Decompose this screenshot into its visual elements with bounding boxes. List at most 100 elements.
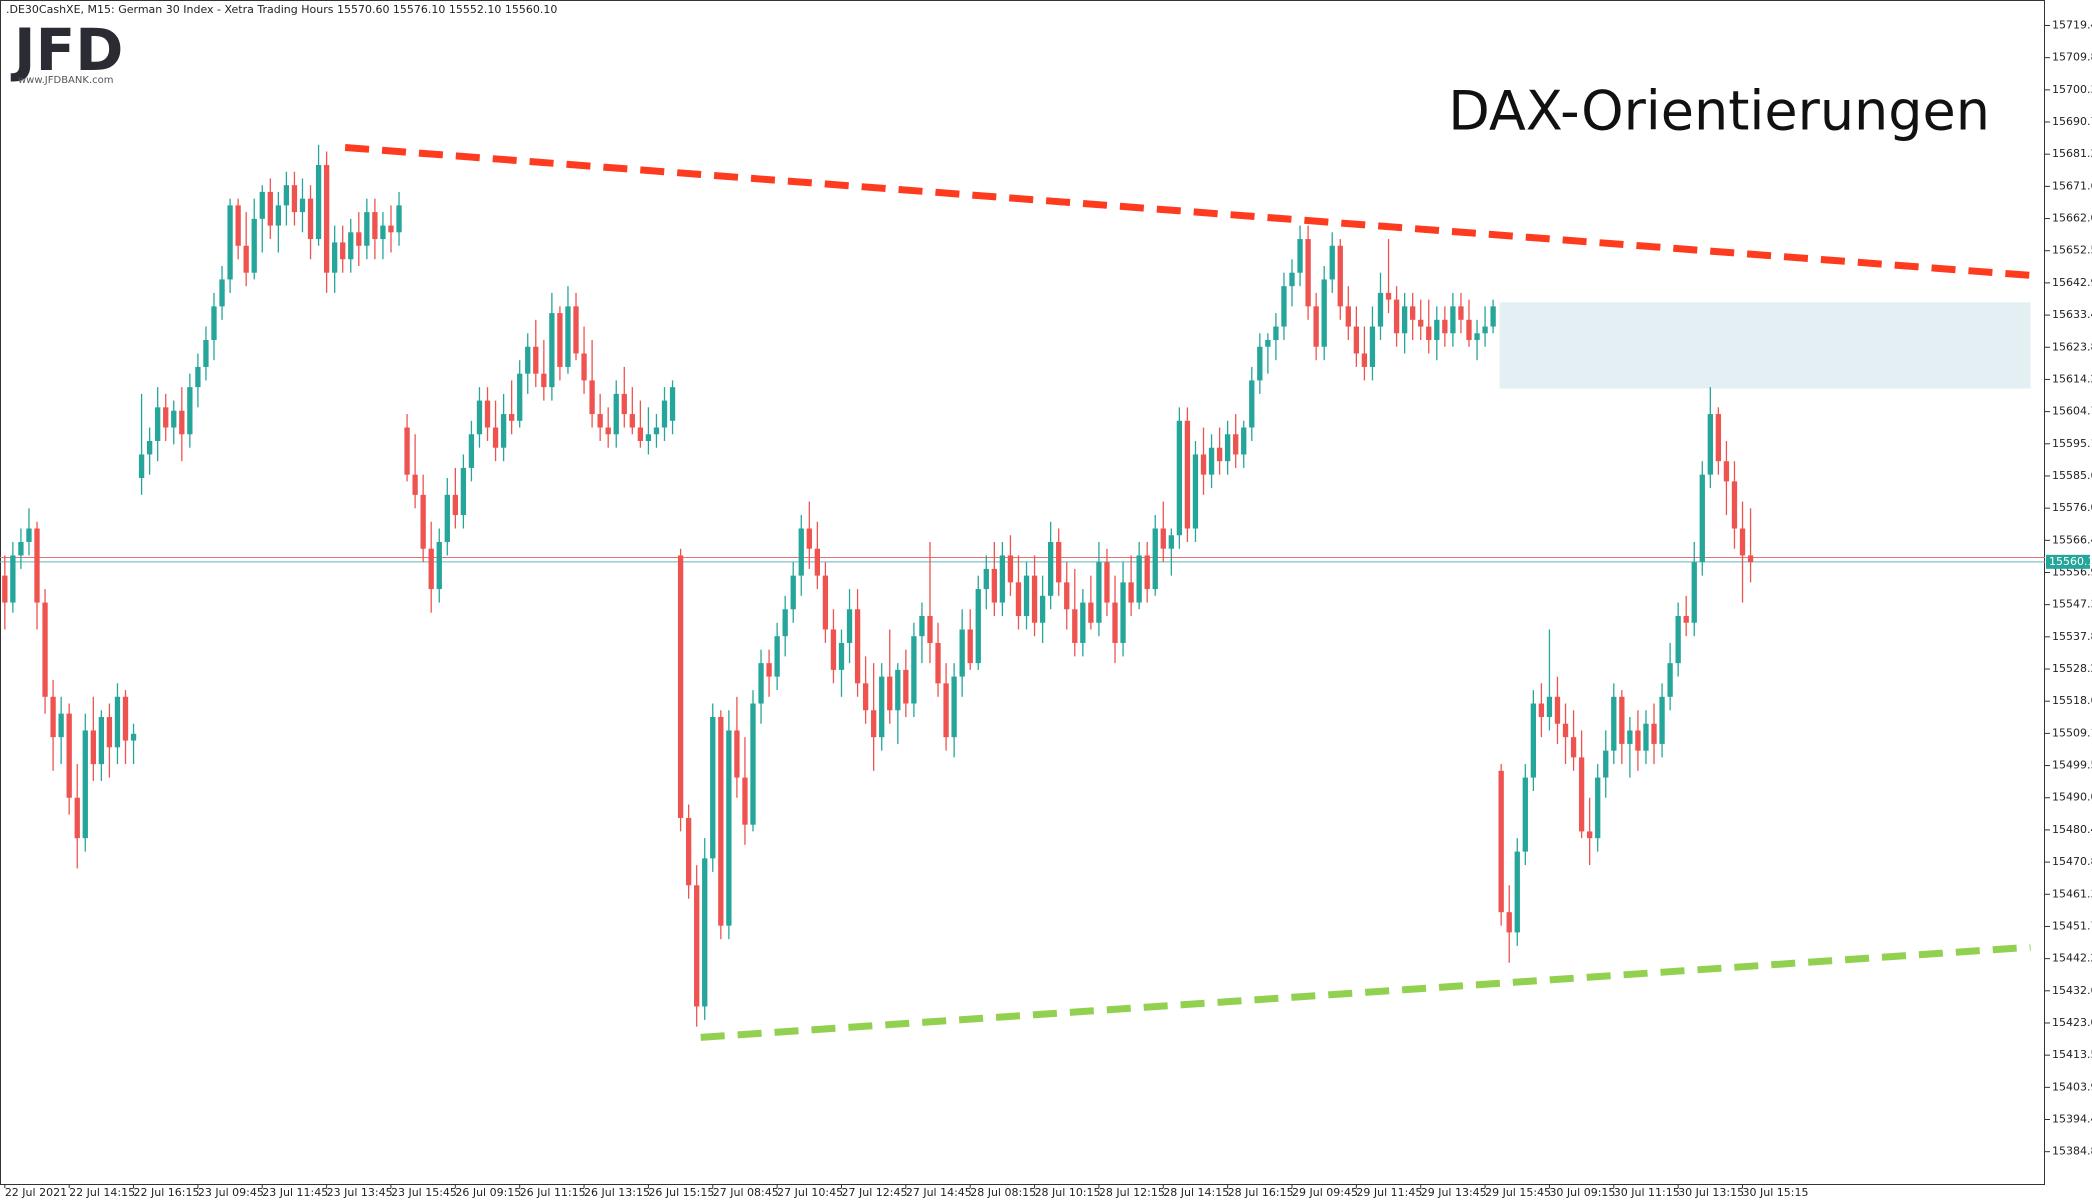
candle-body: [1112, 602, 1118, 643]
candle-body: [1192, 454, 1199, 529]
candle-body: [356, 232, 362, 246]
trendline: [700, 943, 2031, 1041]
candle-body: [806, 528, 812, 549]
candle-body: [1659, 696, 1665, 744]
candle-body: [26, 528, 32, 542]
candle-body: [1611, 696, 1617, 751]
candle-body: [1458, 306, 1464, 320]
candle-body: [484, 400, 491, 428]
candle-body: [10, 555, 16, 603]
zone: [1499, 302, 2031, 389]
y-tick-label: 15423.09: [2052, 1016, 2092, 1029]
candle-body: [1031, 575, 1038, 623]
candle-body: [340, 242, 346, 260]
x-tick-label: 26 Jul 15:15: [648, 1186, 714, 1199]
candle-body: [163, 407, 169, 428]
candle-body: [348, 232, 354, 260]
y-tick-label: 15451.77: [2052, 919, 2092, 932]
candle-body: [1224, 434, 1231, 462]
candle-body: [364, 212, 370, 246]
y-tick-label: 15413.53: [2052, 1048, 2092, 1061]
candle-body: [1699, 474, 1705, 563]
candle-body: [999, 555, 1006, 603]
candle-body: [677, 555, 684, 818]
candle-body: [1072, 609, 1078, 643]
y-tick-label: 15384.85: [2052, 1145, 2092, 1158]
x-tick-label: 29 Jul 11:45: [1356, 1186, 1422, 1199]
candle-body: [1715, 414, 1722, 462]
x-tick-label: 23 Jul 11:45: [262, 1186, 328, 1199]
candle-body: [275, 205, 282, 226]
candle-body: [1731, 481, 1738, 529]
x-tick-label: 29 Jul 09:45: [1292, 1186, 1358, 1199]
x-tick-label: 29 Jul 15:45: [1485, 1186, 1551, 1199]
candle-body: [645, 434, 652, 441]
candle-body: [1289, 272, 1295, 287]
candle-body: [734, 730, 740, 778]
candle-body: [1393, 299, 1400, 334]
y-tick-label: 15432.65: [2052, 984, 2092, 997]
candle-body: [42, 602, 48, 697]
candle-body: [444, 494, 450, 542]
y-tick-label: 15547.37: [2052, 598, 2092, 611]
candle-body: [621, 393, 627, 415]
y-tick-label: 15623.85: [2052, 340, 2092, 353]
candle-body: [919, 616, 925, 637]
candle-body: [1570, 737, 1577, 758]
trendline: [344, 144, 2031, 279]
candle-body: [259, 191, 265, 219]
candle-body: [299, 198, 306, 213]
x-tick-label: 27 Jul 12:45: [841, 1186, 907, 1199]
candle-body: [975, 589, 981, 664]
candle-body: [1152, 528, 1158, 590]
candle-body: [742, 777, 748, 825]
candle-body: [1538, 703, 1545, 717]
candle-body: [1482, 326, 1488, 334]
candle-body: [790, 575, 796, 610]
candle-body: [1369, 326, 1376, 367]
y-tick-label: 15403.97: [2052, 1080, 2092, 1093]
candle-body: [98, 716, 105, 765]
candle-body: [830, 629, 837, 670]
candle-body: [991, 568, 997, 603]
candle-body: [573, 306, 579, 354]
y-tick-label: 15528.25: [2052, 662, 2092, 675]
candle-body: [1554, 696, 1561, 724]
candle-body: [1160, 528, 1166, 549]
y-tick-label: 15442.21: [2052, 952, 2092, 965]
candle-body: [1096, 562, 1102, 623]
candle-body: [114, 696, 121, 748]
candle-body: [235, 205, 241, 246]
candle-body: [323, 164, 330, 273]
candle-body: [1595, 777, 1601, 839]
candle-body: [1627, 730, 1633, 744]
candle-body: [1216, 447, 1223, 462]
candle-body: [1273, 326, 1279, 341]
candle-body: [1184, 420, 1191, 529]
candle-body: [1249, 380, 1255, 428]
chart-title: DAX-Orientierungen: [1448, 80, 1990, 143]
candle-body: [1080, 602, 1086, 643]
candle-body: [822, 575, 829, 630]
candle-body: [122, 696, 129, 741]
candle-body: [130, 733, 137, 741]
candle-body: [1329, 245, 1335, 280]
candle-body: [726, 730, 732, 926]
candle-body: [155, 407, 161, 441]
candle-body: [983, 568, 989, 590]
candle-body: [565, 306, 571, 367]
y-tick-label: 15652.53: [2052, 244, 2092, 257]
candle-body: [1321, 279, 1327, 347]
candle-body: [82, 730, 88, 839]
candle-body: [895, 669, 901, 711]
candle-body: [814, 548, 821, 576]
chart-header: .DE30CashXE, M15: German 30 Index - Xetr…: [6, 3, 557, 16]
x-tick-label: 22 Jul 2021: [5, 1186, 67, 1199]
candle-body: [1434, 319, 1440, 341]
candle-body: [1667, 663, 1673, 697]
candle-body: [613, 393, 619, 435]
candle-body: [1337, 245, 1343, 307]
candle-body: [581, 353, 587, 381]
candle-body: [1587, 831, 1593, 839]
y-tick-label: 15604.73: [2052, 405, 2092, 418]
